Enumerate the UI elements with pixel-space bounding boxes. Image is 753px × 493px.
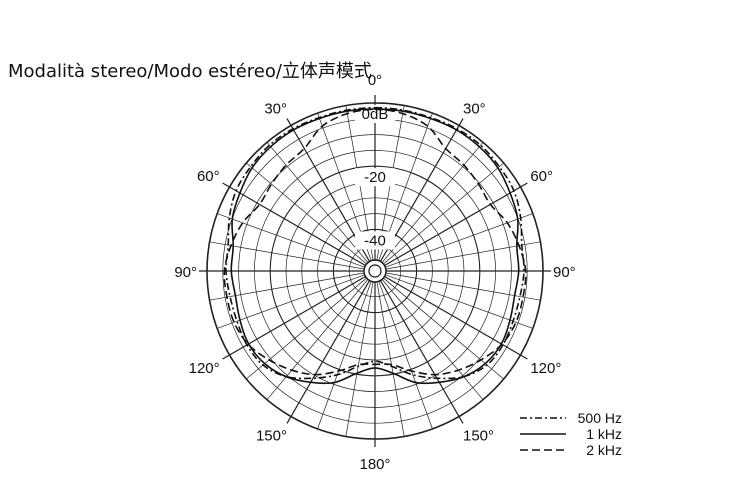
grid-spoke: [381, 142, 484, 264]
series-lines: [223, 106, 527, 385]
grid-spoke: [217, 213, 366, 268]
polar-grid: [199, 95, 551, 447]
series-line-500-hz: [225, 106, 525, 380]
grid-spoke: [266, 142, 369, 264]
angle-label: 0°: [368, 72, 382, 89]
grid-spoke: [209, 241, 366, 270]
grid-spoke: [383, 182, 528, 267]
angle-label: 90°: [553, 264, 576, 281]
legend-label: 1 kHz: [586, 426, 622, 442]
grid-spoke: [378, 280, 433, 429]
grid-spoke: [384, 213, 533, 268]
angle-label: 30°: [463, 101, 486, 118]
angle-label: 150°: [463, 427, 494, 444]
grid-spoke: [286, 279, 371, 424]
radial-label: -20: [364, 169, 386, 186]
radial-labels: 0dB-20-40: [355, 105, 395, 250]
grid-spoke: [382, 277, 504, 380]
grid-spoke: [222, 275, 367, 360]
angle-label: 120°: [530, 360, 561, 377]
series-line-2-khz: [223, 108, 527, 376]
angle-label: 60°: [197, 168, 220, 185]
grid-spoke: [222, 182, 367, 267]
angle-label: 180°: [359, 456, 390, 473]
angle-labels: 0° 30° 60° 90° 120° 150° 180° 150° 120° 90° 60° 30°: [174, 72, 575, 473]
grid-spoke: [382, 162, 504, 265]
angle-label: 60°: [530, 168, 553, 185]
grid-spoke: [317, 280, 372, 429]
center-hole: [363, 259, 387, 283]
grid-spoke: [384, 241, 541, 270]
angle-label: 150°: [256, 427, 287, 444]
series-line-1-khz: [230, 108, 520, 385]
grid-spoke: [384, 274, 533, 329]
grid-spoke: [246, 277, 368, 380]
grid-spoke: [217, 274, 366, 329]
chart-title: Modalità stereo/Modo estéreo/立体声模式: [8, 61, 372, 82]
angle-label: 90°: [174, 264, 197, 281]
grid-spoke: [383, 275, 528, 360]
grid-spoke: [266, 278, 369, 400]
radial-label-bg: [355, 231, 395, 250]
angle-label: 30°: [264, 101, 287, 118]
grid-spoke: [376, 280, 405, 437]
grid-spoke: [246, 162, 368, 265]
legend-label: 500 Hz: [578, 410, 622, 426]
grid-spoke: [345, 280, 374, 437]
radial-label: -40: [364, 232, 386, 249]
legend-label: 2 kHz: [586, 442, 622, 458]
center-ring-inner: [368, 264, 382, 278]
angle-label: 120°: [189, 360, 220, 377]
grid-spoke: [379, 279, 464, 424]
grid-spoke: [381, 278, 484, 400]
radial-label-bg: [355, 168, 395, 187]
